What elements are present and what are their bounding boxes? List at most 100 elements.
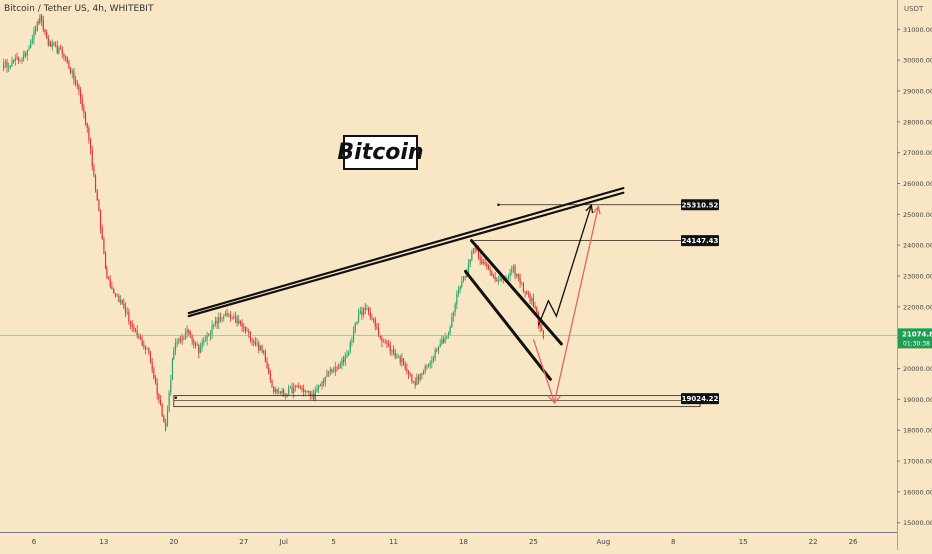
bearish-projection-arrowhead [592,205,601,215]
candle-body [193,340,195,344]
candle-body [70,68,72,73]
support-anchor-dot [174,396,178,399]
candle-body [343,359,345,362]
x-tick-label: 13 [99,538,108,546]
candle-body [116,295,118,297]
candle-body [446,336,448,339]
candle-body [351,340,353,343]
candle-body [434,350,436,358]
candle-body [366,308,368,310]
candle-body [73,71,75,80]
candle-body [481,259,483,264]
candle-body [414,381,416,386]
candle-body [449,327,451,333]
candle-body [331,369,333,372]
time-axis-panel[interactable] [0,532,897,550]
candle-body [321,381,323,386]
y-tick-label: 23000.00 [903,273,932,281]
candle-body [103,239,105,254]
candle-body [329,369,331,372]
candle-body [44,29,46,33]
candle-body [33,30,35,40]
upper-trendline [187,187,625,315]
price-label-box [681,235,719,247]
candle-body [9,65,11,67]
candle-body [522,282,524,292]
candle-body [431,360,433,363]
candle-body [306,390,308,392]
candle-body [394,353,396,357]
candle-body [274,389,276,392]
candle-body [353,330,355,341]
candle-body [391,349,393,352]
candle-body [76,82,78,86]
candle-body [191,335,193,341]
candle-body [199,347,202,354]
candle-body [437,347,440,351]
candle-body [319,385,321,387]
candle-body [477,250,480,258]
candle-body [154,377,157,384]
candle-body [216,320,218,324]
x-tick-label: 20 [169,538,178,546]
candle-body [512,266,515,269]
candle-body [42,20,44,30]
candle-body [532,298,534,307]
candle-body [377,328,380,336]
candle-body [148,348,150,353]
candle-body [334,366,336,372]
candle-body [469,259,471,265]
candle-body [501,278,503,280]
candle-body [248,331,250,333]
candle-body [183,339,185,340]
candle-body [489,269,491,272]
candle-body [309,391,311,396]
candle-body [338,368,340,370]
candle-body [88,128,90,140]
candle-body [51,43,53,47]
candle-body [419,373,421,380]
candle-body [158,394,160,400]
candle-body [18,58,20,61]
candle-body [411,374,413,382]
candle-body [421,373,423,375]
price-label-box [681,199,719,211]
candle-body [96,190,98,201]
candle-body [507,276,510,280]
candle-body [23,55,25,60]
candle-body [521,282,523,284]
candle-body [476,248,478,251]
candle-body [198,344,200,354]
candle-body [246,330,248,332]
candle-body [422,371,425,375]
candle-body [228,314,230,316]
candle-body [298,386,300,388]
x-tick-label: Jul [278,538,288,546]
price-axis-panel[interactable] [897,0,932,550]
candle-body [144,347,147,349]
candle-body [241,323,243,327]
candle-body [231,317,233,319]
candle-body [266,362,268,369]
candle-body [454,304,456,313]
candle-body [382,341,385,343]
candle-body [168,392,170,411]
candle-body [166,410,169,427]
candle-body [516,274,518,277]
candle-body [79,90,82,99]
y-tick-label: 28000.00 [903,118,932,126]
candle-body [387,343,390,346]
candle-body [444,338,446,343]
candle-body [104,253,107,269]
candle-body [318,385,320,389]
candle-body [436,350,438,351]
candle-body [313,393,315,400]
candle-body [492,275,495,277]
candle-body [273,386,275,392]
candle-body [286,394,288,395]
candle-body [269,373,271,381]
candle-body [189,332,192,336]
candle-body [75,79,77,83]
